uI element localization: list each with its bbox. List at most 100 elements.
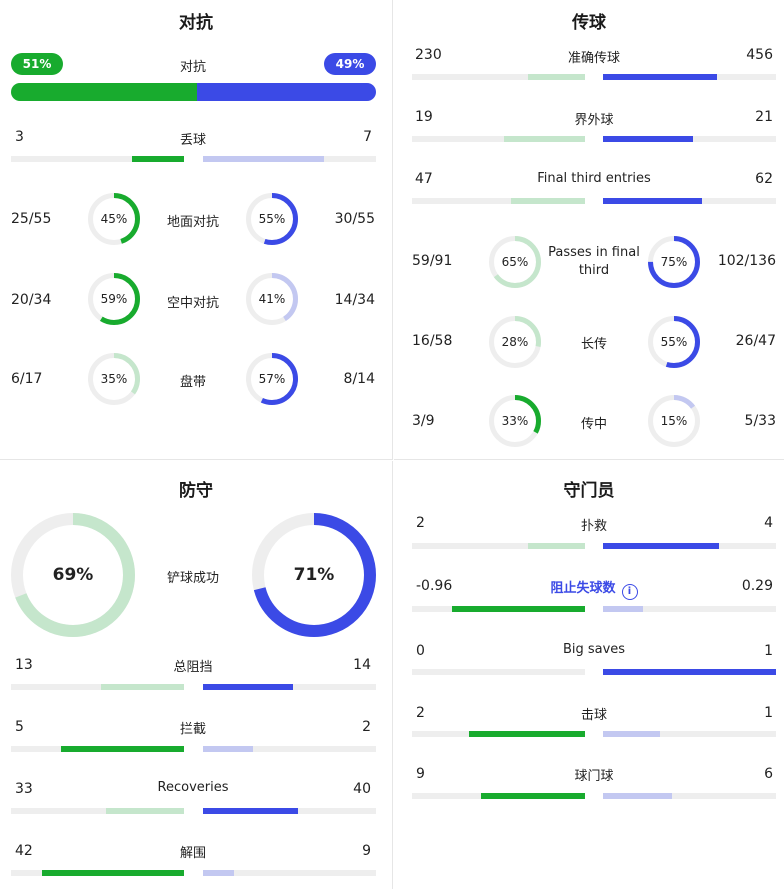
clearances-away-bar: [203, 870, 376, 876]
long-balls-away-ring: 55%: [648, 316, 700, 368]
interceptions-home-bar: [11, 746, 184, 752]
tackles-home-pct: 69%: [52, 565, 94, 585]
dribbles-home-pct: 35%: [100, 372, 128, 386]
tackles-home-ring: 69%: [11, 513, 135, 637]
goals-prevented-link[interactable]: 阻止失球数 i: [514, 577, 674, 600]
ring-arc: [648, 236, 700, 288]
saves-label: 扑救: [580, 519, 607, 534]
saves-away-value: 4: [764, 515, 773, 531]
goals-prevented-home-fill: [451, 606, 585, 612]
dribbles-home-ring: 35%: [88, 353, 140, 405]
ground-duels-home-pct: 45%: [100, 212, 128, 226]
ring-arc: [246, 353, 298, 405]
punches-away-bar: [603, 731, 776, 737]
long-balls-away-value: 26/47: [735, 333, 776, 349]
punches-away-fill: [603, 731, 661, 737]
final-third-entries-away-fill: [603, 198, 702, 204]
saves-home-value: 2: [416, 515, 425, 531]
interceptions-away-bar: [203, 746, 376, 752]
ring-arc: [246, 193, 298, 245]
big-saves-home-value: 0: [416, 643, 425, 659]
recoveries-label: Recoveries: [157, 780, 229, 795]
recoveries-away-fill: [203, 808, 299, 814]
aerial-duels-label: 空中对抗: [166, 296, 219, 311]
crosses-away-ring: 15%: [648, 395, 700, 447]
throw-ins-label: 界外球: [574, 113, 614, 128]
ring-arc: [252, 513, 376, 637]
goal-kicks-away-bar: [603, 793, 776, 799]
final-third-entries-away-value: 62: [755, 171, 773, 187]
crosses-away-pct: 15%: [660, 414, 688, 428]
aerial-duels-home-pct: 59%: [100, 292, 128, 306]
big-saves-label: Big saves: [562, 642, 626, 657]
final-third-entries-label: Final third entries: [537, 171, 651, 186]
final-third-entries-home-value: 47: [415, 171, 433, 187]
duel-home-pct-badge: 51%: [11, 53, 63, 75]
passes-final-third-away-ring: 75%: [648, 236, 700, 288]
throw-ins-away-bar: [603, 136, 776, 142]
goals-prevented-away-fill: [603, 606, 643, 612]
goal-kicks-away-value: 6: [764, 766, 773, 782]
accurate-passes-home-bar: [412, 74, 585, 80]
final-third-entries-away-bar: [603, 198, 776, 204]
recoveries-home-fill: [106, 808, 184, 814]
accurate-passes-home-fill: [527, 74, 585, 80]
dispossessed-away-bar: [203, 156, 376, 162]
passes-final-third-label: Passes in final third: [548, 245, 640, 278]
ring-arc: [88, 273, 140, 325]
total-blocks-label: 总阻挡: [173, 660, 213, 675]
interceptions-home-value: 5: [15, 719, 24, 735]
ring-arc: [246, 273, 298, 325]
accurate-passes-away-value: 456: [746, 47, 773, 63]
goals-prevented-label[interactable]: 阻止失球数: [550, 581, 616, 596]
saves-away-fill: [603, 543, 719, 549]
long-balls-home-value: 16/58: [412, 333, 453, 349]
dribbles-away-pct: 57%: [258, 372, 286, 386]
dispossessed-away-value: 7: [363, 129, 372, 145]
ground-duels-home-ring: 45%: [88, 193, 140, 245]
punches-home-fill: [469, 731, 585, 737]
total-blocks-away-fill: [203, 684, 293, 690]
interceptions-away-fill: [203, 746, 254, 752]
interceptions-away-value: 2: [362, 719, 371, 735]
aerial-duels-home-value: 20/34: [11, 292, 52, 308]
ground-duels-away-value: 30/55: [334, 211, 375, 227]
dispossessed-home-value: 3: [15, 129, 24, 145]
passes-final-third-home-value: 59/91: [412, 253, 453, 269]
recoveries-away-value: 40: [353, 781, 371, 797]
duel-panel: 对抗 51% 对抗 49% 3 丢球 7 25/55 45% 地面对抗 55% …: [0, 0, 393, 460]
aerial-duels-away-pct: 41%: [258, 292, 286, 306]
punches-home-value: 2: [416, 705, 425, 721]
long-balls-home-ring: 28%: [489, 316, 541, 368]
goal-kicks-home-value: 9: [416, 766, 425, 782]
dispossessed-label: 丢球: [179, 133, 206, 148]
throw-ins-away-value: 21: [755, 109, 773, 125]
punches-away-value: 1: [764, 705, 773, 721]
tackles-away-pct: 71%: [293, 565, 335, 585]
passing-panel: 传球 230 准确传球 456 19 界外球 21 47 Final third…: [394, 0, 784, 460]
defending-title: 防守: [179, 481, 213, 501]
total-blocks-away-bar: [203, 684, 376, 690]
clearances-home-value: 42: [15, 843, 33, 859]
info-icon[interactable]: i: [621, 584, 638, 600]
saves-home-bar: [412, 543, 585, 549]
passes-final-third-away-pct: 75%: [660, 255, 688, 269]
clearances-home-fill: [42, 870, 184, 876]
final-third-entries-home-bar: [412, 198, 585, 204]
passing-title: 传球: [572, 13, 606, 33]
ground-duels-label: 地面对抗: [166, 215, 219, 230]
big-saves-away-bar: [603, 669, 776, 675]
duel-away-pct-badge: 49%: [324, 53, 376, 75]
duel-title: 对抗: [179, 13, 213, 33]
total-blocks-home-value: 13: [15, 657, 33, 673]
crosses-home-value: 3/9: [412, 413, 435, 429]
dribbles-away-ring: 57%: [246, 353, 298, 405]
goalkeeping-title: 守门员: [563, 481, 615, 501]
long-balls-label: 长传: [580, 337, 607, 352]
recoveries-home-value: 33: [15, 781, 33, 797]
punches-label: 击球: [580, 708, 607, 723]
clearances-label: 解围: [179, 846, 206, 861]
accurate-passes-label: 准确传球: [567, 51, 620, 66]
duel-overall-away-fill: [197, 83, 376, 101]
crosses-label: 传中: [580, 417, 607, 432]
